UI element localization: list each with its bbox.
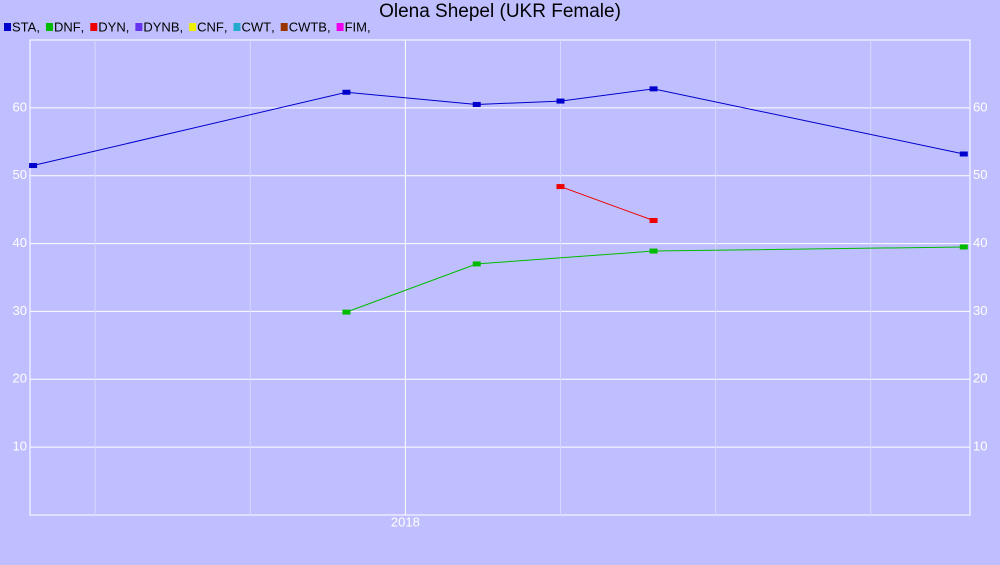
legend-swatch [336, 23, 344, 31]
legend-label: DYN [98, 19, 125, 34]
legend-separator: , [126, 19, 130, 34]
chart-title: Olena Shepel (UKR Female) [379, 1, 621, 22]
data-point [472, 261, 481, 267]
legend-label: DNF [54, 19, 81, 34]
y-tick-label-right: 30 [973, 303, 987, 318]
y-tick-label-right: 50 [973, 167, 987, 182]
legend-swatch [4, 23, 11, 31]
x-tick-label: 2018 [391, 514, 420, 529]
legend-separator: , [36, 19, 40, 34]
legend-separator: , [367, 19, 371, 34]
legend-swatch [189, 23, 197, 31]
data-point [342, 89, 351, 95]
legend-label: CWT [241, 19, 271, 34]
legend-label: STA [12, 19, 37, 34]
data-point [556, 184, 565, 190]
legend-swatch [280, 23, 288, 31]
y-tick-label: 40 [13, 235, 27, 250]
data-point [649, 248, 658, 254]
y-tick-label: 30 [13, 303, 27, 318]
data-point [472, 101, 481, 107]
y-tick-label: 20 [13, 371, 27, 386]
y-tick-label-right: 10 [973, 439, 987, 454]
legend-swatch [135, 23, 143, 31]
legend-label: FIM [345, 19, 367, 34]
data-point [342, 309, 351, 315]
legend-swatch [90, 23, 98, 31]
data-point [556, 98, 565, 104]
legend-swatch [45, 23, 53, 31]
series-line [346, 246, 964, 313]
y-tick-label-right: 60 [973, 99, 987, 114]
y-tick-label-right: 40 [973, 235, 987, 250]
legend-label: CWTB [289, 19, 327, 34]
data-point [29, 163, 38, 169]
y-tick-label: 50 [13, 167, 27, 182]
legend-label: DYNB [143, 19, 179, 34]
legend-separator: , [180, 19, 184, 34]
data-point [649, 218, 658, 223]
data-point [649, 86, 658, 92]
legend-swatch [233, 23, 241, 31]
series-line [560, 186, 654, 221]
data-point [959, 244, 968, 250]
plot-frame [29, 39, 971, 516]
legend-label: CNF [197, 19, 224, 34]
legend-separator: , [81, 19, 85, 34]
data-point [959, 151, 968, 157]
series-line [32, 88, 964, 167]
y-tick-label: 60 [13, 99, 27, 114]
legend-separator: , [271, 19, 275, 34]
legend-separator: , [327, 19, 331, 34]
y-tick-label: 10 [13, 439, 27, 454]
y-tick-label-right: 20 [973, 371, 987, 386]
legend-separator: , [224, 19, 228, 34]
